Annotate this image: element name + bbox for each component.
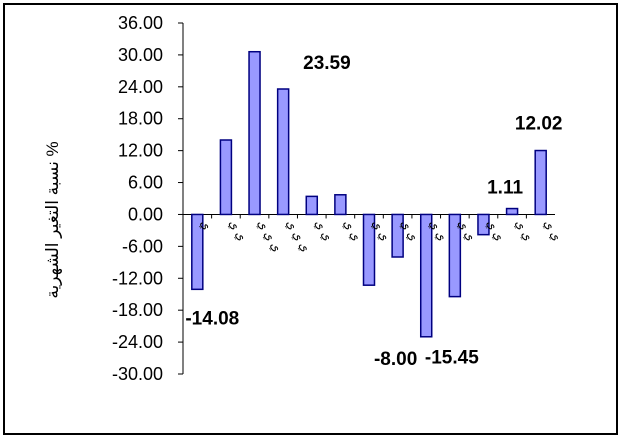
- category-label: ي ي: [312, 217, 335, 243]
- y-tick-label: -30.00: [112, 364, 163, 384]
- y-axis-label: نسبة التغير الشهرية %: [43, 141, 63, 298]
- bar: [248, 50, 261, 216]
- bar: [362, 213, 376, 286]
- y-tick-label: -6.00: [122, 236, 163, 256]
- category-label: ي ي: [541, 217, 564, 243]
- bar: [534, 149, 547, 216]
- bar: [219, 139, 233, 216]
- bar: [334, 194, 347, 216]
- y-tick-label: 18.00: [118, 109, 163, 129]
- bar: [419, 213, 433, 338]
- bar: [448, 213, 462, 298]
- category-label: ي ي ي: [284, 217, 314, 254]
- data-label: 1.11: [487, 178, 523, 199]
- y-tick-label: 6.00: [128, 173, 163, 193]
- data-label: 12.02: [515, 114, 563, 135]
- data-label: 23.59: [303, 53, 351, 74]
- y-tick-label: 0.00: [128, 204, 163, 224]
- bar: [391, 213, 404, 258]
- category-label: ي ي ي: [255, 217, 285, 254]
- y-tick-label: 12.00: [118, 141, 163, 161]
- data-label: -14.08: [185, 308, 239, 329]
- data-label: -15.45: [425, 348, 479, 369]
- y-tick-label: -18.00: [112, 300, 163, 320]
- bar: [477, 213, 490, 236]
- y-tick-label: -12.00: [112, 268, 163, 288]
- category-label: ي ي: [512, 217, 535, 243]
- bar: [191, 213, 204, 291]
- bar: [505, 207, 519, 216]
- chart-frame: [3, 3, 618, 435]
- y-tick-label: 24.00: [118, 77, 163, 97]
- data-label: -8.00: [374, 349, 417, 370]
- y-tick-label: 36.00: [118, 13, 163, 33]
- bar: [305, 195, 319, 216]
- category-label: ي ي: [341, 217, 364, 243]
- y-tick-label: -24.00: [112, 332, 163, 352]
- y-tick-label: 30.00: [118, 45, 163, 65]
- category-label: ي ي: [226, 217, 249, 243]
- bar: [276, 88, 290, 216]
